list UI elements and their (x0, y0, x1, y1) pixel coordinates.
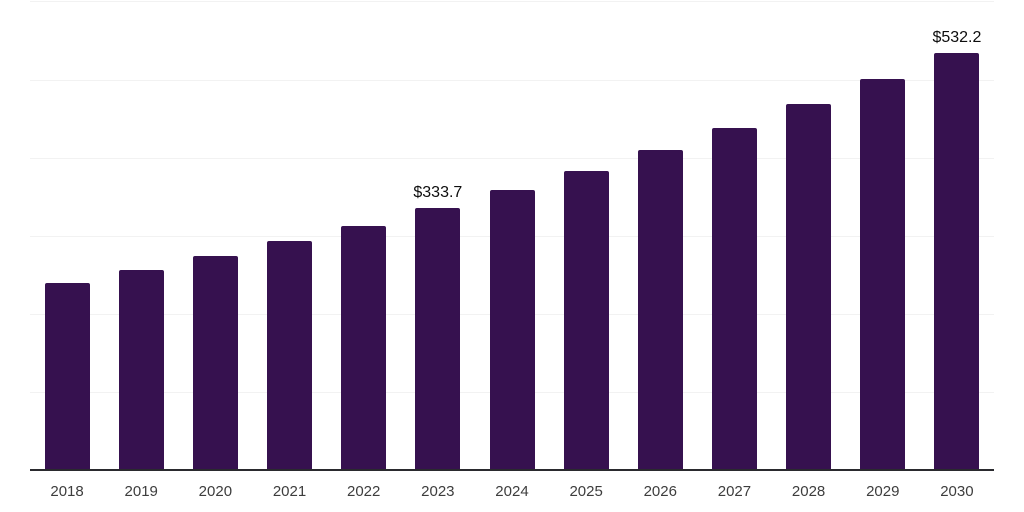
bar-2028 (786, 104, 832, 469)
bar-2020 (192, 255, 238, 469)
x-axis-label-2024: 2024 (495, 483, 529, 500)
x-axis-label-2028: 2028 (791, 483, 826, 500)
gridline-400 (30, 157, 994, 159)
bar-2029 (860, 79, 906, 469)
bar-2021 (267, 240, 313, 469)
bar-2019 (118, 269, 164, 469)
bar-2027 (711, 128, 757, 469)
x-axis-label-2027: 2027 (717, 483, 752, 500)
x-axis-label-2018: 2018 (50, 483, 84, 500)
x-axis-label-2026: 2026 (643, 483, 677, 500)
x-axis-label-2021: 2021 (272, 483, 307, 500)
x-axis-label-2029: 2029 (866, 483, 900, 500)
x-axis-label-2022: 2022 (346, 483, 381, 500)
gridline-500 (30, 79, 994, 81)
bar-2025 (563, 171, 609, 469)
data-label-2030: $532.2 (932, 29, 982, 47)
x-axis-label-2023: 2023 (421, 483, 455, 500)
bar-2026 (637, 149, 683, 469)
bar-2022 (341, 226, 387, 469)
x-axis-label-2020: 2020 (198, 483, 233, 500)
gridline-600 (30, 1, 994, 3)
bar-2023 (415, 208, 461, 469)
x-axis-label-2019: 2019 (124, 483, 158, 500)
x-axis-label-2030: 2030 (940, 483, 974, 500)
bar-2024 (489, 190, 535, 469)
data-label-2023: $333.7 (413, 184, 463, 202)
bar-2018 (44, 283, 90, 469)
x-axis-line (30, 469, 994, 471)
x-axis-label-2025: 2025 (569, 483, 603, 500)
bar-2030 (934, 53, 980, 469)
